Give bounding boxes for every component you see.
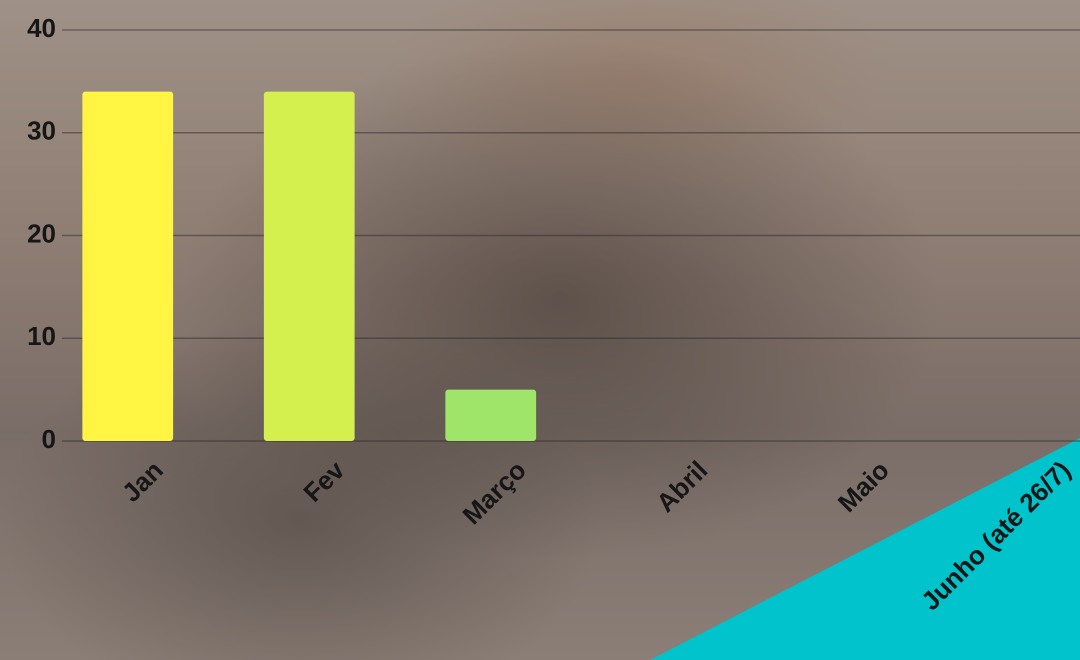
- bar: [264, 92, 355, 441]
- y-tick-label: 40: [27, 13, 56, 43]
- x-tick-label: Abril: [650, 455, 713, 518]
- screenshot: 010203040JanFevMarçoAbrilMaioJunho (até …: [0, 0, 1080, 660]
- y-tick-label: 20: [27, 218, 56, 248]
- x-tick-label: Jan: [116, 455, 169, 508]
- x-tick-label: Fev: [297, 455, 350, 508]
- bar: [445, 390, 536, 441]
- y-tick-label: 0: [42, 424, 56, 454]
- bar: [82, 92, 173, 441]
- x-tick-label: Maio: [832, 455, 895, 518]
- y-tick-label: 30: [27, 116, 56, 146]
- chart: 010203040JanFevMarçoAbrilMaioJunho (até …: [0, 0, 1080, 660]
- x-tick-label: Março: [456, 455, 531, 530]
- y-tick-label: 10: [27, 321, 56, 351]
